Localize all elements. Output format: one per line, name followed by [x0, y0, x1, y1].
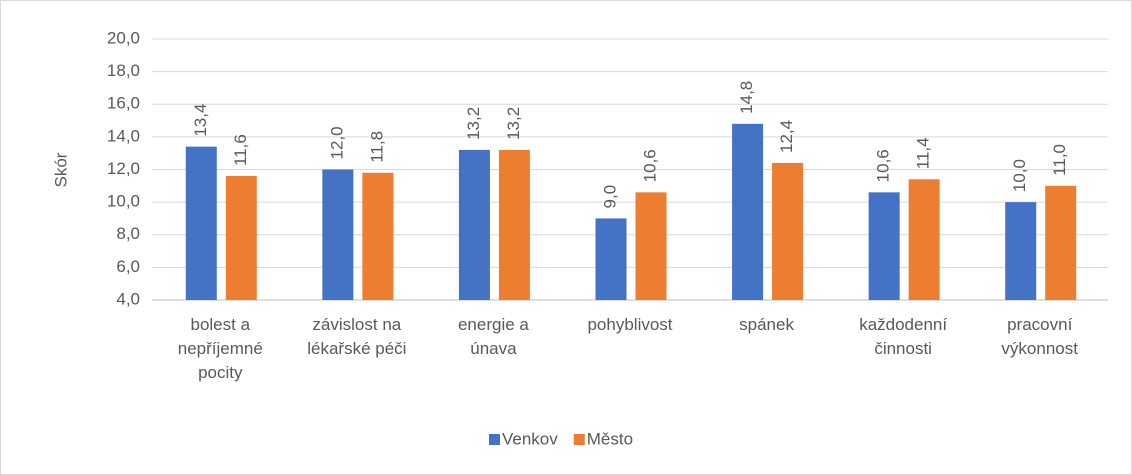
x-tick-label: závislost na lékařské péči	[307, 315, 407, 358]
value-label: 11,0	[1050, 144, 1069, 176]
bar	[595, 218, 627, 300]
y-tick-label: 6,0	[116, 257, 140, 276]
y-tick-label: 14,0	[107, 126, 140, 145]
value-label: 10,6	[874, 149, 893, 182]
value-label: 10,6	[640, 149, 659, 182]
legend-swatch	[489, 434, 500, 445]
bar	[868, 192, 900, 300]
x-tick-label: spánek	[739, 315, 794, 334]
bar	[322, 169, 354, 300]
y-tick-label: 10,0	[107, 192, 140, 211]
x-tick-label: pracovní výkonnost	[1001, 315, 1078, 358]
value-label: 11,6	[231, 134, 250, 166]
y-tick-label: 20,0	[107, 28, 140, 47]
y-tick-label: 8,0	[116, 224, 140, 243]
x-tick-label: bolest a nepříjemné pocity	[177, 315, 263, 382]
y-axis-title: Skór	[51, 152, 70, 187]
y-tick-label: 4,0	[116, 289, 140, 308]
bar	[1005, 202, 1037, 300]
legend-label: Město	[587, 429, 633, 448]
value-label: 13,2	[504, 107, 523, 140]
value-label: 13,4	[191, 104, 210, 137]
x-tick-label: energie a únava	[457, 315, 529, 358]
value-label: 14,8	[737, 81, 756, 114]
value-label: 11,8	[367, 131, 386, 163]
bar	[635, 192, 667, 300]
x-tick-label: každodenní činnosti	[859, 315, 948, 358]
legend-swatch	[573, 434, 585, 445]
value-label: 10,0	[1010, 159, 1029, 192]
bar	[458, 149, 490, 300]
value-label: 12,0	[327, 126, 346, 159]
bar	[362, 172, 394, 300]
bar	[185, 146, 217, 300]
bar	[908, 179, 940, 300]
value-label: 13,2	[464, 107, 483, 140]
bar	[225, 176, 257, 300]
bar	[772, 162, 804, 300]
bar	[732, 123, 764, 300]
y-tick-label: 12,0	[107, 159, 140, 178]
x-tick-label: pohyblivost	[587, 315, 673, 334]
y-tick-label: 18,0	[107, 61, 140, 80]
y-tick-label: 16,0	[107, 94, 140, 113]
legend-label: Venkov	[502, 429, 558, 448]
value-label: 11,4	[914, 137, 933, 169]
bar	[498, 149, 530, 300]
bar	[1045, 185, 1077, 300]
value-label: 9,0	[600, 185, 619, 209]
value-label: 12,4	[777, 120, 796, 153]
